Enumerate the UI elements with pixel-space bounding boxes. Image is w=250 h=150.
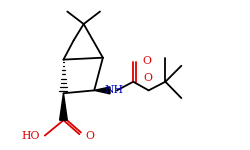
Text: O: O [85, 131, 94, 141]
Text: O: O [144, 73, 153, 83]
Text: O: O [142, 56, 151, 66]
Text: HO: HO [22, 131, 40, 141]
Text: NH: NH [104, 85, 123, 95]
Polygon shape [94, 87, 110, 94]
Polygon shape [60, 93, 67, 120]
